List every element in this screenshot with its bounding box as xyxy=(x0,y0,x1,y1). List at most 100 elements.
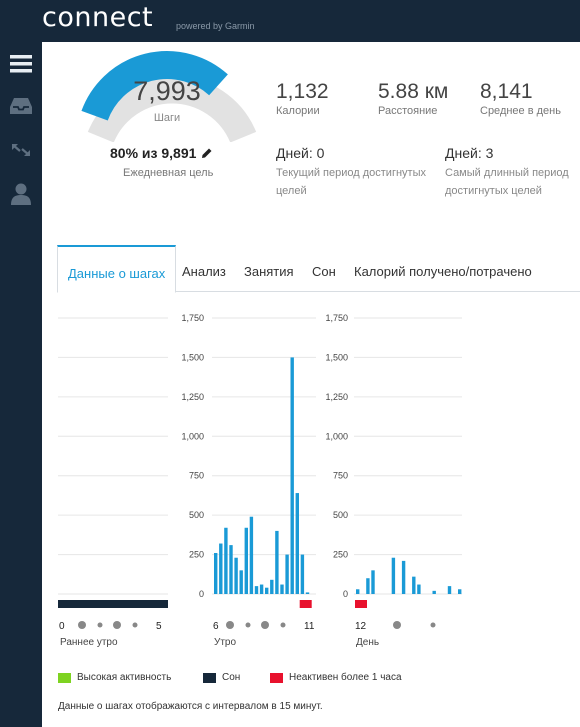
hour-dot xyxy=(393,621,401,629)
step-bar xyxy=(229,545,233,594)
legend-inactive: Неактивен более 1 часа xyxy=(270,672,402,683)
y-tick-label: 1,250 xyxy=(325,392,348,402)
y-tick-label: 500 xyxy=(333,510,348,520)
interval-footnote: Данные о шагах отображаются с интервалом… xyxy=(58,701,323,712)
step-bar xyxy=(280,584,284,594)
calories-value: 1,132 xyxy=(276,80,329,103)
hour-dot xyxy=(132,622,138,628)
step-bar xyxy=(275,530,279,594)
distance-label: Расстояние xyxy=(378,105,438,117)
sleep-bar xyxy=(58,600,168,608)
step-bar xyxy=(270,579,274,594)
step-bar xyxy=(305,592,310,594)
longest-streak-value: Дней: 3 xyxy=(445,145,494,161)
hour-dot xyxy=(97,622,103,628)
legend-swatch-sleep xyxy=(203,672,216,683)
y-tick-label: 1,250 xyxy=(181,392,204,402)
step-bar xyxy=(432,590,436,594)
goal-line: 80% из 9,891 xyxy=(110,145,213,161)
top-bar: connect powered by Garmin xyxy=(0,0,580,42)
step-bar xyxy=(224,527,228,594)
panel-label: День xyxy=(356,637,379,648)
goal-label: Ежедневная цель xyxy=(123,167,214,179)
panel-label: Утро xyxy=(214,637,236,648)
y-tick-label: 1,000 xyxy=(181,431,204,441)
step-bar xyxy=(239,570,243,594)
legend-label-sleep: Сон xyxy=(222,672,241,683)
y-tick-label: 1,500 xyxy=(181,352,204,362)
y-tick-label: 250 xyxy=(333,550,348,560)
step-bar xyxy=(417,584,421,594)
y-tick-label: 500 xyxy=(189,510,204,520)
panel-label: Раннее утро xyxy=(60,637,118,648)
tab-step-data[interactable]: Данные о шагах xyxy=(57,245,177,293)
x-tick-label: 5 xyxy=(156,621,162,632)
y-tick-label: 1,500 xyxy=(325,352,348,362)
inbox-icon xyxy=(10,98,32,114)
step-bar xyxy=(366,578,370,594)
longest-streak-label: Самый длинный период достигнутых целей xyxy=(445,164,569,200)
menu-button[interactable] xyxy=(0,48,42,80)
hour-dot xyxy=(261,621,269,629)
y-tick-label: 0 xyxy=(199,589,204,599)
tab-analysis[interactable]: Анализ xyxy=(182,264,226,279)
pencil-icon[interactable] xyxy=(201,147,213,159)
steps-chart: 0 250 500 750 1,000 1,250 1,500 1,750 0 250 500 750… xyxy=(58,313,462,648)
menu-icon xyxy=(10,55,32,73)
current-streak-value: Дней: 0 xyxy=(276,145,325,161)
inactive-marker xyxy=(355,600,367,608)
hour-dot xyxy=(113,621,121,629)
expand-button[interactable] xyxy=(0,134,42,166)
expand-arrows-icon xyxy=(12,144,30,156)
step-bar xyxy=(214,552,218,594)
step-bar xyxy=(391,557,396,594)
powered-by-text: powered by Garmin xyxy=(176,21,255,31)
step-bar xyxy=(447,586,452,594)
app-logo[interactable]: connect xyxy=(42,2,154,33)
tab-sleep[interactable]: Сон xyxy=(312,264,336,279)
average-value: 8,141 xyxy=(480,80,533,103)
step-bar xyxy=(219,543,223,594)
hour-dot xyxy=(430,622,436,628)
y-tick-label: 1,750 xyxy=(325,313,348,323)
hour-dot xyxy=(78,621,86,629)
step-bar xyxy=(458,589,462,594)
steps-value: 7,993 xyxy=(133,76,201,106)
gauge-progress-arc xyxy=(81,51,228,121)
step-bar xyxy=(371,570,375,594)
y-tick-label: 1,000 xyxy=(325,431,348,441)
steps-gauge xyxy=(81,51,257,142)
legend-label-inactive: Неактивен более 1 часа xyxy=(289,672,402,683)
x-tick-label: 6 xyxy=(213,621,219,632)
step-bar xyxy=(265,587,269,594)
x-tick-label: 11 xyxy=(304,621,315,632)
step-bar xyxy=(259,584,264,594)
step-bar xyxy=(290,357,294,594)
profile-button[interactable] xyxy=(0,178,42,210)
y-tick-label: 0 xyxy=(343,589,348,599)
hour-dot xyxy=(280,622,286,628)
legend-label-high-activity: Высокая активность xyxy=(77,672,172,683)
step-bar xyxy=(295,493,299,594)
tab-calories[interactable]: Калорий получено/потрачено xyxy=(354,264,532,279)
hour-dot xyxy=(245,622,251,628)
step-bar xyxy=(300,554,305,594)
y-tick-label: 250 xyxy=(189,550,204,560)
calories-label: Калории xyxy=(276,105,320,117)
user-icon xyxy=(11,183,31,205)
step-bar xyxy=(356,589,360,594)
longest-streak-label-line2: достигнутых целей xyxy=(445,185,542,197)
step-bar xyxy=(244,527,248,594)
legend-high-activity: Высокая активность xyxy=(58,672,171,683)
distance-value: 5.88 км xyxy=(378,80,449,103)
step-bar xyxy=(254,586,259,594)
current-streak-label-line2: целей xyxy=(276,185,307,197)
inbox-button[interactable] xyxy=(0,90,42,122)
tab-bar: Данные о шагах Анализ Занятия Сон Калори… xyxy=(57,245,580,293)
current-streak-label-line1: Текущий период достигнутых xyxy=(276,167,426,179)
step-bar xyxy=(234,557,238,594)
inactive-marker xyxy=(299,600,312,608)
y-tick-label: 750 xyxy=(189,471,204,481)
tab-activities[interactable]: Занятия xyxy=(244,264,294,279)
average-label: Среднее в день xyxy=(480,105,561,117)
